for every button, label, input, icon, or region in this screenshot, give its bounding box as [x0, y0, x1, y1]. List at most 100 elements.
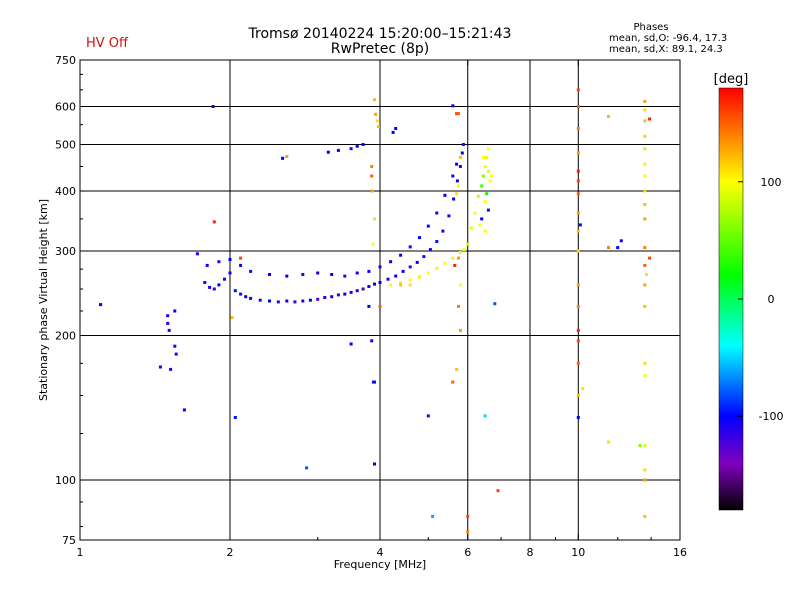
- echo-point: [476, 194, 480, 198]
- echo-points: [99, 88, 652, 534]
- echo-point: [285, 274, 289, 278]
- echo-point: [451, 104, 455, 108]
- echo-point: [576, 229, 580, 233]
- echo-point: [451, 380, 455, 384]
- echo-point: [483, 229, 487, 233]
- echo-point: [285, 299, 289, 303]
- echo-point: [301, 273, 305, 276]
- echo-point: [373, 462, 376, 466]
- echo-point: [643, 514, 647, 518]
- echo-point: [349, 290, 353, 294]
- echo-point: [373, 217, 376, 221]
- echo-point: [361, 287, 365, 291]
- echo-point: [371, 242, 375, 246]
- echo-point: [336, 148, 340, 152]
- echo-point: [389, 260, 393, 264]
- echo-point: [349, 342, 353, 346]
- echo-point: [373, 282, 376, 286]
- phase-stat-x: mean, sd,X: 89.1, 24.3: [609, 44, 723, 55]
- echo-point: [99, 303, 103, 307]
- colorbar-label: [deg]: [714, 72, 749, 87]
- echo-point: [375, 119, 379, 123]
- x-axis-label: Frequency [MHz]: [334, 558, 426, 571]
- echo-point: [443, 193, 447, 197]
- echo-point: [174, 352, 178, 356]
- echo-point: [361, 143, 365, 146]
- echo-point: [394, 127, 398, 130]
- echo-point: [607, 440, 610, 444]
- series-0: [203, 143, 465, 304]
- colorbar-tick-label: -100: [759, 410, 784, 423]
- echo-point: [418, 236, 421, 240]
- echo-point: [211, 105, 215, 108]
- echo-point: [305, 466, 309, 470]
- echo-point: [473, 211, 477, 215]
- echo-point: [166, 321, 170, 325]
- echo-point: [212, 220, 216, 224]
- echo-point: [239, 292, 243, 296]
- echo-point: [173, 309, 177, 313]
- echo-point: [408, 245, 412, 249]
- echo-point: [643, 147, 647, 151]
- echo-point: [458, 328, 462, 332]
- echo-point: [182, 408, 186, 412]
- echo-point: [638, 444, 642, 447]
- echo-point: [457, 184, 460, 188]
- echo-point: [378, 265, 382, 269]
- echo-point: [389, 283, 393, 287]
- echo-point: [205, 263, 209, 267]
- colorbar-ticks: 100 0 -100: [738, 176, 783, 423]
- echo-point: [349, 147, 353, 151]
- echo-point: [217, 283, 221, 287]
- chart-title: Tromsø 20140224 15:20:00–15:21:43: [248, 26, 512, 42]
- echo-point: [418, 275, 421, 279]
- echo-point: [576, 211, 580, 215]
- y-tick-label: 200: [55, 330, 76, 343]
- echo-point: [458, 155, 462, 159]
- echo-point: [391, 130, 395, 134]
- echo-point: [268, 299, 271, 303]
- echo-point: [643, 444, 647, 447]
- echo-point: [355, 289, 359, 293]
- echo-point: [643, 99, 647, 103]
- echo-point: [431, 514, 435, 518]
- echo-point: [643, 174, 647, 178]
- echo-point: [367, 285, 371, 288]
- echo-point: [451, 174, 455, 178]
- echo-point: [374, 112, 378, 116]
- echo-point: [355, 144, 359, 148]
- echo-point: [316, 297, 320, 301]
- echo-point: [483, 200, 487, 204]
- x-tick-label: 6: [464, 546, 471, 559]
- echo-point: [258, 298, 262, 302]
- echo-point: [316, 271, 320, 275]
- echo-point: [485, 155, 489, 159]
- y-tick-label: 400: [55, 185, 76, 198]
- echo-point: [370, 165, 374, 168]
- echo-point: [167, 328, 171, 332]
- phase-stat-o: mean, sd,O: -96.4, 17.3: [609, 33, 728, 44]
- echo-point: [371, 380, 375, 384]
- echo-point: [458, 250, 462, 254]
- echo-point: [330, 273, 334, 276]
- series-3: [99, 105, 237, 419]
- echo-point: [401, 269, 405, 273]
- echo-point: [581, 387, 585, 391]
- echo-point: [426, 224, 430, 228]
- echo-point: [166, 314, 170, 318]
- echo-point: [195, 252, 199, 256]
- echo-point: [285, 155, 289, 158]
- echo-point: [576, 361, 580, 365]
- echo-point: [378, 304, 382, 308]
- echo-point: [578, 223, 582, 227]
- echo-point: [453, 263, 457, 267]
- echo-point: [376, 125, 380, 129]
- echo-point: [643, 478, 647, 482]
- echo-point: [493, 302, 497, 306]
- echo-point: [343, 292, 347, 296]
- echo-point: [643, 468, 647, 472]
- echo-point: [323, 296, 327, 299]
- echo-point: [643, 189, 647, 193]
- echo-point: [452, 197, 456, 201]
- echo-point: [466, 514, 470, 518]
